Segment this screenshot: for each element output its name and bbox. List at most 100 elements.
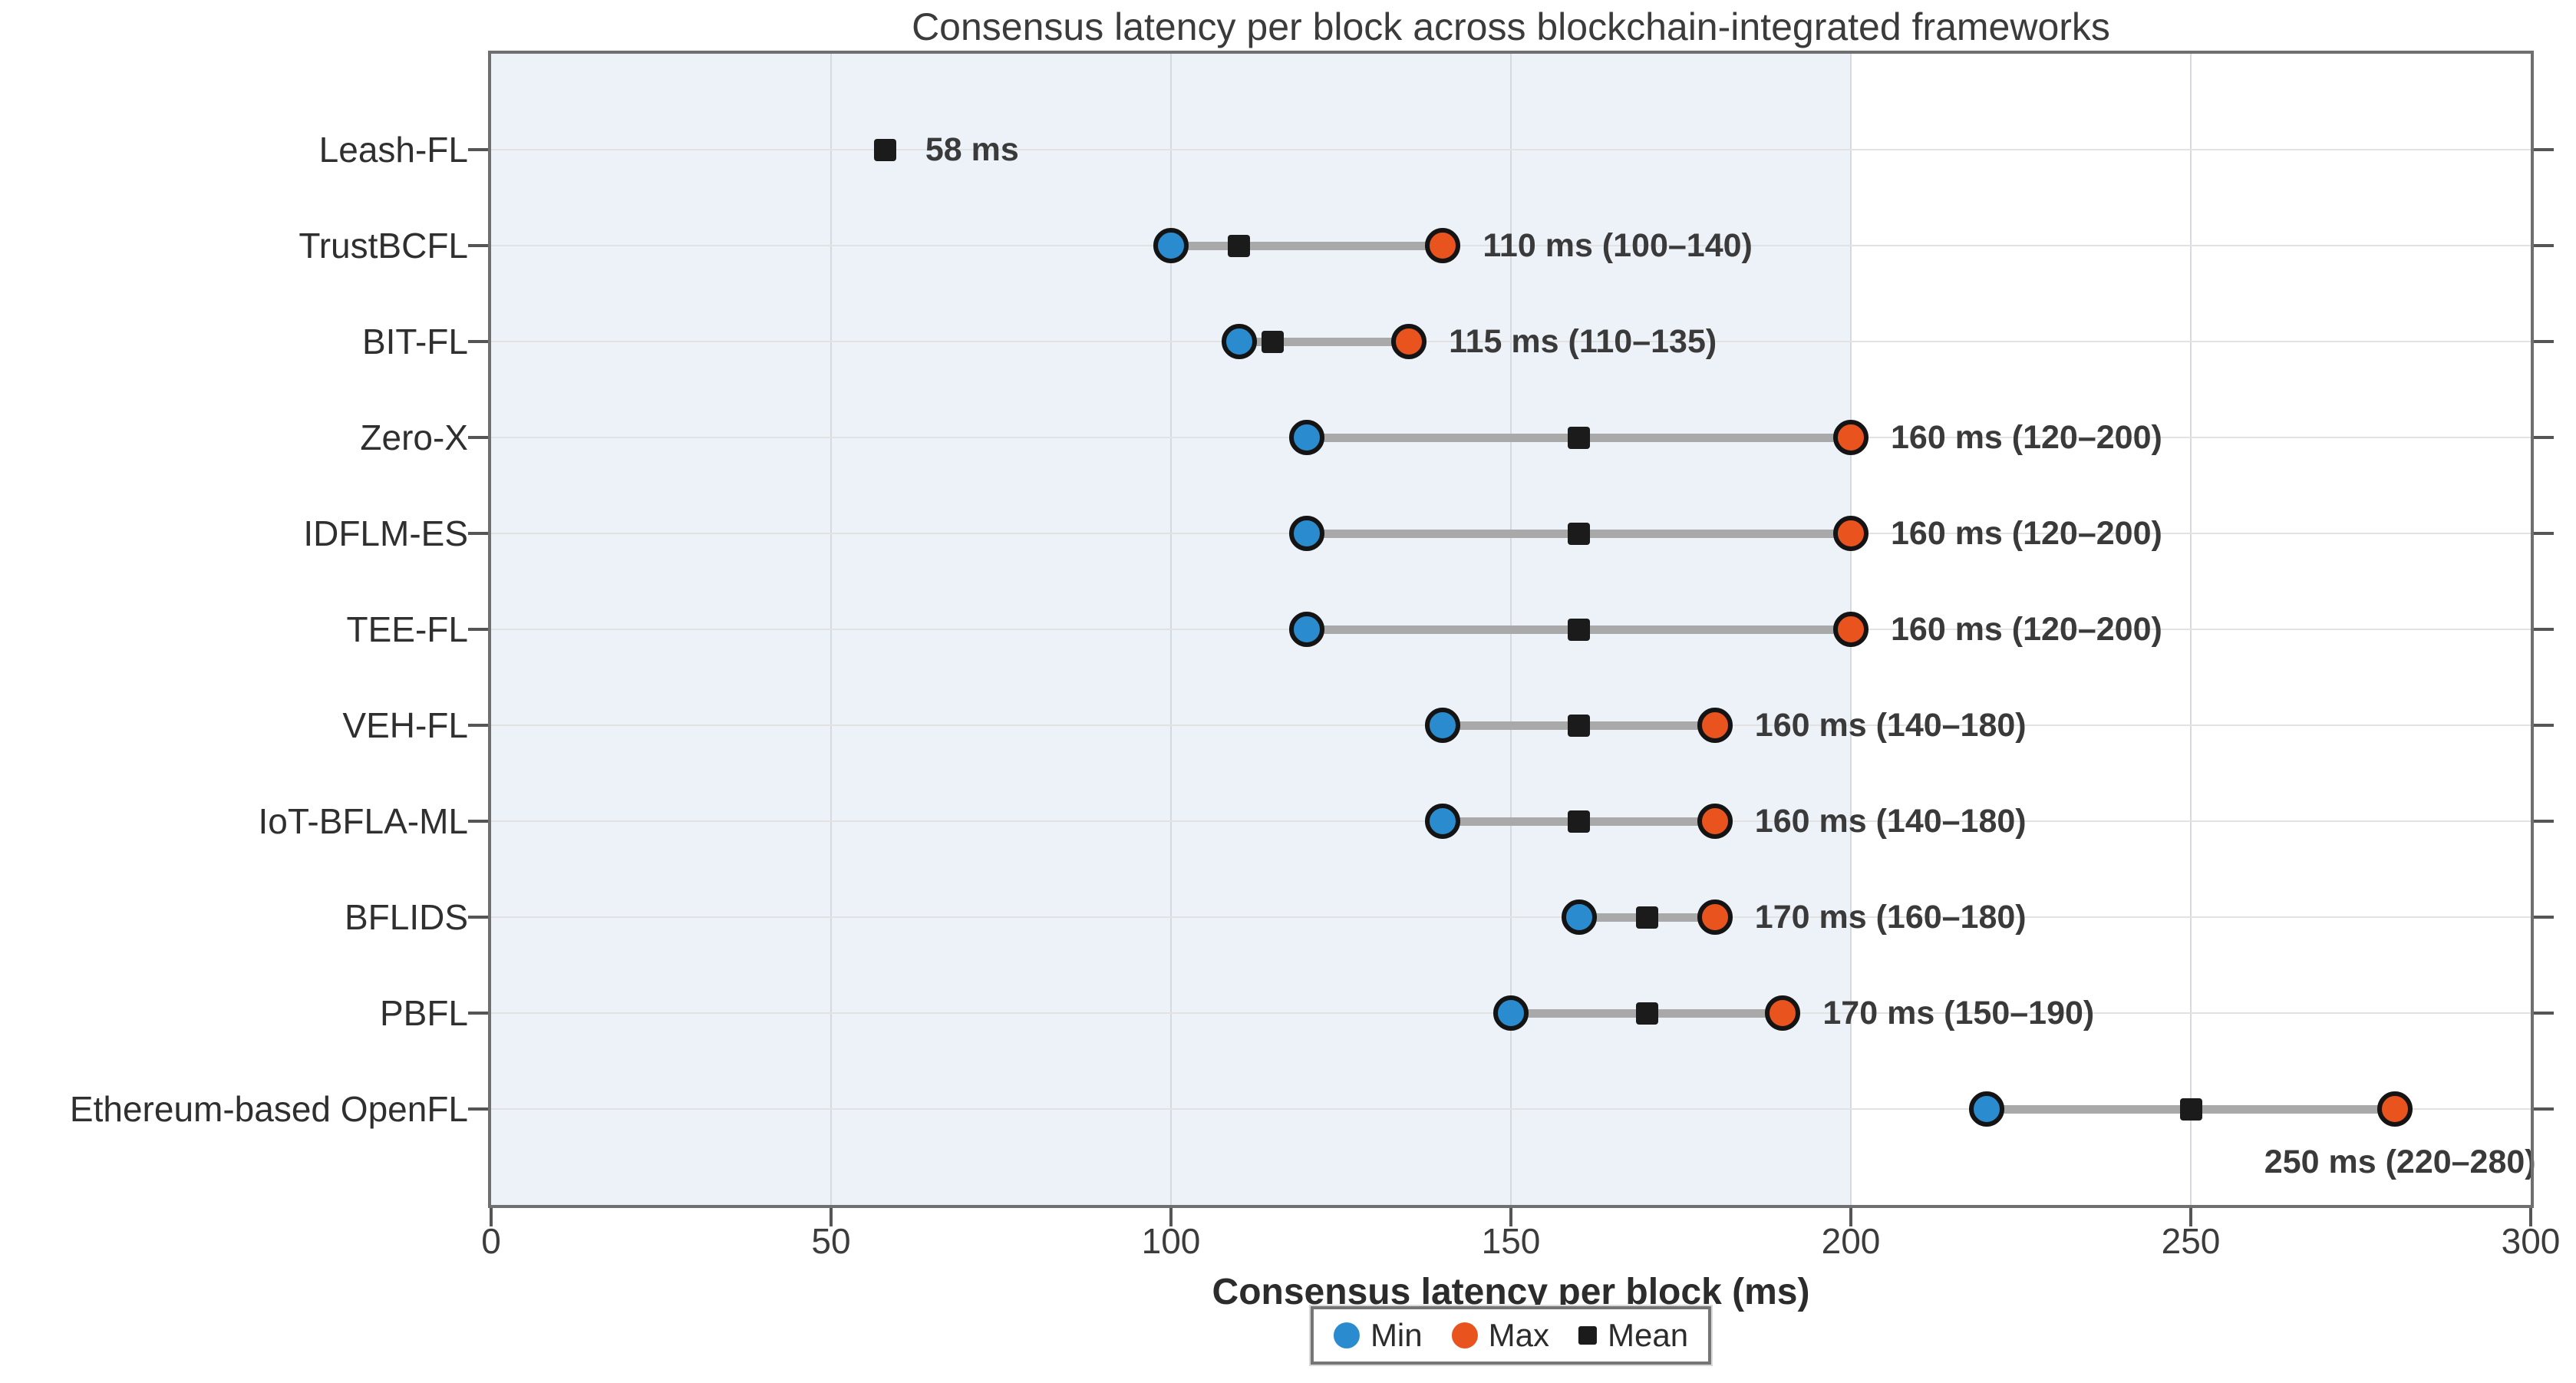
horizontal-gridline xyxy=(491,916,2531,918)
value-annotation: 160 ms (140–180) xyxy=(1754,803,2027,840)
chart-title: Consensus latency per block across block… xyxy=(912,5,2110,48)
legend: Min Max Mean xyxy=(1310,1306,1712,1365)
max-marker xyxy=(1833,420,1869,455)
min-marker xyxy=(1425,708,1461,743)
value-annotation: 110 ms (100–140) xyxy=(1483,227,1753,264)
x-axis-label: Consensus latency per block (ms) xyxy=(1212,1272,1810,1312)
x-tick-label: 0 xyxy=(481,1221,501,1261)
category-label: BFLIDS xyxy=(344,897,468,937)
x-axis-tick xyxy=(1509,1208,1512,1226)
y-axis-tick-right xyxy=(2534,532,2554,535)
y-axis-tick-right xyxy=(2534,148,2554,151)
horizontal-gridline xyxy=(491,341,2531,342)
x-axis-tick xyxy=(490,1208,493,1226)
min-marker-icon xyxy=(1333,1322,1360,1348)
legend-item-max: Max xyxy=(1451,1317,1549,1353)
mean-marker-icon xyxy=(1578,1326,1597,1345)
value-annotation: 160 ms (140–180) xyxy=(1754,707,2027,744)
category-label: Zero-X xyxy=(360,418,468,457)
min-marker xyxy=(1561,899,1597,935)
min-marker xyxy=(1221,324,1257,359)
x-axis-tick xyxy=(830,1208,833,1226)
value-annotation: 170 ms (150–190) xyxy=(1822,995,2095,1031)
category-label: TrustBCFL xyxy=(298,226,468,266)
y-axis-tick-right xyxy=(2534,244,2554,247)
y-axis-tick-right xyxy=(2534,628,2554,631)
x-axis-tick xyxy=(2529,1208,2532,1226)
y-axis-tick-right xyxy=(2534,724,2554,727)
y-axis-tick-left xyxy=(468,724,488,727)
max-marker xyxy=(1391,324,1427,359)
legend-label: Min xyxy=(1370,1317,1423,1353)
min-marker xyxy=(1289,516,1325,551)
max-marker xyxy=(1697,804,1733,839)
y-axis-tick-left xyxy=(468,1107,488,1111)
category-label: BIT-FL xyxy=(361,322,468,361)
mean-marker xyxy=(1568,522,1591,545)
y-axis-tick-right xyxy=(2534,436,2554,439)
mean-marker xyxy=(1262,330,1285,353)
max-marker xyxy=(1833,516,1869,551)
x-axis-tick xyxy=(2189,1208,2192,1226)
mean-marker xyxy=(1228,234,1251,257)
category-label: VEH-FL xyxy=(342,705,468,745)
range-line xyxy=(1171,241,1443,250)
min-marker xyxy=(1289,612,1325,647)
max-marker xyxy=(2376,1091,2413,1127)
legend-label: Max xyxy=(1488,1317,1549,1353)
y-axis-tick-left xyxy=(468,436,488,439)
y-axis-tick-left xyxy=(468,628,488,631)
value-annotation: 160 ms (120–200) xyxy=(1891,419,2162,456)
y-axis-tick-right xyxy=(2534,1012,2554,1015)
y-axis-tick-left xyxy=(468,340,488,343)
x-tick-label: 150 xyxy=(1481,1221,1541,1261)
x-tick-label: 300 xyxy=(2501,1221,2561,1261)
y-axis-tick-right xyxy=(2534,1107,2554,1111)
value-annotation: 160 ms (120–200) xyxy=(1891,515,2162,552)
legend-item-min: Min xyxy=(1333,1317,1423,1353)
legend-item-mean: Mean xyxy=(1578,1319,1688,1352)
x-tick-label: 250 xyxy=(2161,1221,2221,1261)
category-label: IDFLM-ES xyxy=(303,513,468,553)
mean-marker xyxy=(2179,1097,2202,1121)
x-tick-label: 100 xyxy=(1141,1221,1201,1261)
min-marker xyxy=(1969,1091,2005,1127)
value-annotation: 58 ms xyxy=(925,131,1019,168)
x-tick-label: 200 xyxy=(1821,1221,1881,1261)
max-marker xyxy=(1697,899,1733,935)
y-axis-tick-left xyxy=(468,532,488,535)
value-annotation: 250 ms (220–280) xyxy=(2264,1144,2536,1180)
horizontal-gridline xyxy=(491,245,2531,246)
y-axis-tick-left xyxy=(468,820,488,823)
plot-area: 58 ms 110 ms (100–140) 115 ms (110–135) 160… xyxy=(491,54,2536,1205)
min-marker xyxy=(1153,228,1189,263)
legend-label: Mean xyxy=(1607,1317,1689,1353)
min-marker xyxy=(1493,995,1529,1031)
y-axis-tick-right xyxy=(2534,820,2554,823)
mean-marker xyxy=(1635,906,1658,929)
x-axis-tick xyxy=(1169,1208,1173,1226)
mean-marker xyxy=(1568,426,1591,449)
y-axis-tick-left xyxy=(468,1012,488,1015)
y-axis-tick-left xyxy=(468,916,488,919)
mean-marker xyxy=(874,138,897,161)
max-marker xyxy=(1425,228,1461,263)
mean-marker xyxy=(1568,618,1591,641)
x-axis-tick xyxy=(1849,1208,1852,1226)
value-annotation: 115 ms (110–135) xyxy=(1449,323,1717,360)
max-marker xyxy=(1833,612,1869,647)
mean-marker xyxy=(1568,714,1591,737)
category-label: IoT-BFLA-ML xyxy=(258,801,468,841)
y-axis-tick-right xyxy=(2534,916,2554,919)
y-axis-tick-left xyxy=(468,244,488,247)
horizontal-gridline xyxy=(491,1108,2531,1110)
max-marker xyxy=(1697,708,1733,743)
y-axis-tick-left xyxy=(468,148,488,151)
y-axis-tick-right xyxy=(2534,340,2554,343)
category-label: Leash-FL xyxy=(318,130,468,170)
min-marker xyxy=(1425,804,1461,839)
range-line xyxy=(1239,337,1410,346)
value-annotation: 160 ms (120–200) xyxy=(1891,611,2162,648)
max-marker-icon xyxy=(1451,1322,1478,1348)
